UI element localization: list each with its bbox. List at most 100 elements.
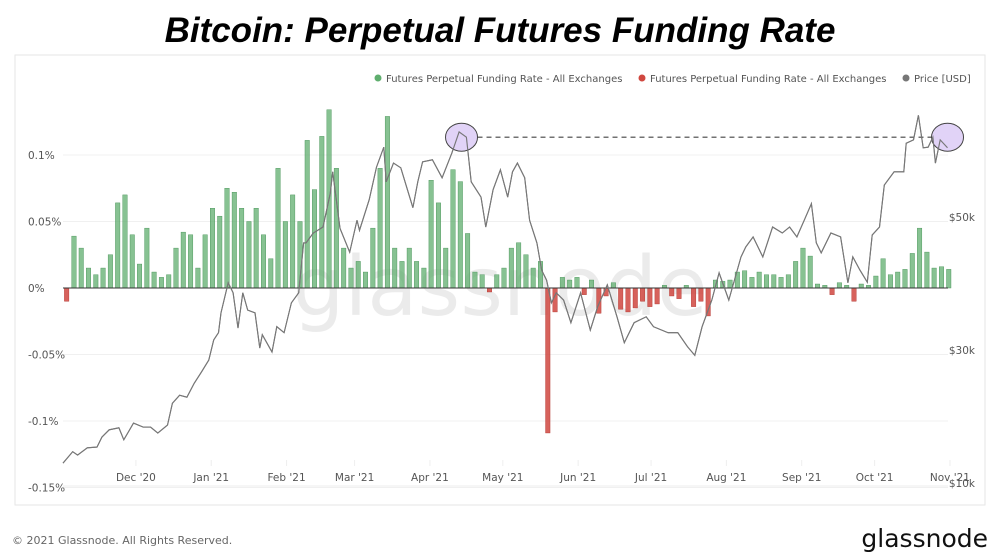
funding-bar-positive — [319, 136, 325, 289]
funding-bar-negative — [632, 287, 638, 309]
y-right-tick-label: $30k — [949, 345, 976, 357]
funding-bar-positive — [494, 274, 500, 289]
legend: Futures Perpetual Funding Rate - All Exc… — [374, 74, 971, 85]
funding-bar-positive — [224, 188, 230, 289]
funding-bar-positive — [508, 247, 514, 289]
y-axis-left: 0.1% 0.05% 0% -0.05% -0.1% -0.15% — [28, 150, 65, 495]
funding-bar-negative — [647, 287, 653, 307]
funding-bar-positive — [377, 168, 383, 289]
funding-bar-positive — [261, 234, 266, 289]
x-tick-label: Jan '21 — [192, 472, 229, 484]
funding-bar-negative — [625, 287, 631, 313]
y-right-tick-label: $50k — [949, 212, 976, 224]
funding-bar-positive — [807, 255, 813, 289]
funding-bar-negative — [669, 287, 675, 297]
funding-bar-positive — [231, 192, 237, 289]
funding-bar-positive — [800, 247, 806, 289]
chart-title: Bitcoin: Perpetual Futures Funding Rate — [165, 11, 836, 50]
price-line-overlay — [62, 115, 948, 464]
funding-bar-positive — [209, 207, 215, 289]
legend-marker — [638, 74, 646, 82]
funding-bar-positive — [785, 274, 791, 289]
funding-bar-positive — [290, 194, 296, 289]
funding-bar-positive — [363, 271, 368, 289]
funding-bar-positive — [924, 251, 930, 289]
funding-bar-positive — [589, 279, 594, 289]
funding-bar-positive — [778, 277, 784, 289]
funding-bar-positive — [939, 266, 944, 289]
funding-bar-positive — [479, 274, 485, 289]
funding-bar-negative — [487, 287, 492, 293]
funding-bar-positive — [348, 267, 354, 289]
funding-bar-positive — [246, 221, 252, 289]
funding-bar-positive — [71, 235, 77, 289]
funding-bar-positive — [530, 267, 536, 289]
funding-bar-positive — [610, 282, 616, 289]
y-axis-right: $50k $30k $10k — [949, 212, 976, 490]
funding-bar-positive — [815, 283, 820, 289]
y-left-tick-label: 0.1% — [28, 150, 55, 162]
y-left-tick-label: -0.15% — [28, 483, 65, 495]
funding-bar-positive — [887, 274, 893, 289]
funding-bar-positive — [457, 181, 463, 289]
funding-bar-positive — [107, 254, 113, 289]
funding-bar-positive — [93, 274, 99, 289]
copyright-text: © 2021 Glassnode. All Rights Reserved. — [12, 534, 232, 547]
funding-bar-positive — [421, 267, 427, 289]
funding-bar-positive — [764, 274, 769, 289]
funding-bar-negative — [829, 287, 835, 295]
funding-bar-positive — [414, 261, 420, 289]
funding-bar-negative — [581, 287, 587, 295]
x-tick-label: Aug '21 — [706, 472, 746, 484]
x-tick-label: Apr '21 — [411, 472, 449, 484]
funding-bar-positive — [188, 234, 194, 289]
funding-bar-positive — [158, 277, 164, 289]
funding-bar-positive — [275, 168, 281, 289]
funding-bar-positive — [129, 234, 135, 289]
legend-label: Futures Perpetual Funding Rate - All Exc… — [650, 74, 886, 85]
y-left-tick-label: -0.05% — [28, 350, 65, 362]
funding-bar-positive — [902, 269, 908, 289]
x-tick-label: Feb '21 — [267, 472, 305, 484]
funding-bar-positive — [946, 269, 952, 289]
funding-bar-positive — [428, 180, 434, 289]
funding-bar-positive — [202, 234, 208, 289]
funding-bar-positive — [465, 233, 471, 289]
legend-marker — [374, 74, 382, 82]
funding-bar-positive — [166, 274, 172, 289]
funding-bar-positive — [435, 202, 441, 289]
funding-bar-positive — [406, 247, 412, 289]
funding-bar-positive — [873, 275, 879, 289]
funding-bar-positive — [78, 247, 84, 289]
x-tick-label: Oct '21 — [856, 472, 894, 484]
funding-bar-positive — [880, 258, 886, 289]
funding-bar-positive — [392, 247, 398, 289]
funding-bar-positive — [268, 258, 274, 289]
funding-bar-positive — [727, 279, 733, 289]
y-left-tick-label: -0.1% — [28, 416, 58, 428]
x-tick-label: Jun '21 — [559, 472, 596, 484]
funding-bar-positive — [122, 194, 128, 289]
annotations — [62, 115, 965, 464]
funding-bar-positive — [742, 270, 748, 289]
funding-bar-positive — [858, 283, 864, 289]
funding-bar-negative — [545, 287, 551, 434]
funding-bar-positive — [180, 231, 186, 289]
funding-bar-positive — [909, 253, 915, 289]
x-tick-label: May '21 — [482, 472, 523, 484]
funding-bar-positive — [749, 277, 755, 289]
funding-bar-positive — [450, 169, 456, 289]
funding-bar-positive — [100, 267, 106, 289]
y-left-tick-label: 0.05% — [28, 217, 61, 229]
funding-bar-positive — [239, 207, 245, 289]
legend-label: Price [USD] — [914, 74, 971, 85]
funding-bar-positive — [384, 116, 390, 289]
funding-bar-positive — [115, 202, 121, 289]
funding-bar-positive — [341, 247, 347, 289]
funding-bar-positive — [144, 227, 150, 289]
funding-bar-positive — [253, 207, 259, 289]
legend-label: Futures Perpetual Funding Rate - All Exc… — [386, 74, 622, 85]
funding-bar-positive — [567, 279, 573, 289]
y-left-tick-label: 0% — [28, 283, 45, 295]
